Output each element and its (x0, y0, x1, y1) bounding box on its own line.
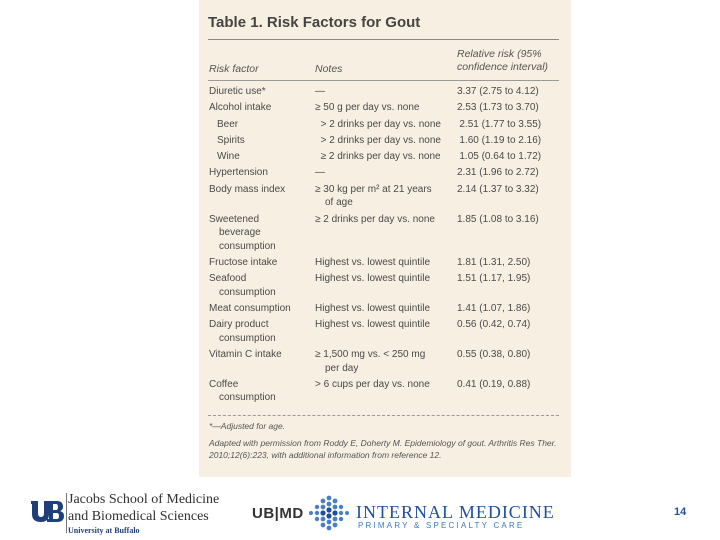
table-title: Table 1. Risk Factors for Gout (208, 14, 421, 31)
header-rule (208, 80, 559, 81)
factor-line: Seafood (209, 273, 247, 285)
table-row: Diuretic use* — 3.37 (2.75 to 4.12) (209, 85, 561, 99)
table-row: Seafood consumption Highest vs. lowest q… (209, 272, 561, 299)
risk-factor-cell: Dairy product consumption (209, 318, 315, 345)
table-row: Dairy product consumption Highest vs. lo… (209, 318, 561, 345)
logo-divider (66, 493, 67, 533)
dot-grid-logo-icon (309, 495, 349, 531)
table-panel: Table 1. Risk Factors for Gout Risk fact… (199, 0, 571, 477)
notes-cell: ≥ 50 g per day vs. none (315, 102, 420, 114)
relative-risk-cell: 1.60 (1.19 to 2.16) (459, 134, 542, 146)
risk-factor-cell: Wine (217, 151, 240, 163)
table-row: Fructose intake Highest vs. lowest quint… (209, 256, 561, 270)
table-row: Meat consumption Highest vs. lowest quin… (209, 302, 561, 316)
relative-risk-cell: 2.31 (1.96 to 2.72) (457, 167, 539, 179)
title-rule (208, 39, 559, 40)
table-row: Coffee consumption > 6 cups per day vs. … (209, 378, 561, 405)
notes-cell: Highest vs. lowest quintile (315, 302, 431, 314)
table-row: Vitamin C intake ≥ 1,500 mg vs. < 250 mg… (209, 348, 561, 375)
notes-cell: > 6 cups per day vs. none (315, 378, 430, 390)
relative-risk-cell: 0.41 (0.19, 0.88) (457, 378, 531, 390)
internal-medicine-subtitle: PRIMARY & SPECIALTY CARE (358, 521, 525, 530)
ub-logo-icon (31, 501, 64, 522)
university-name: University at Buffalo (68, 526, 140, 535)
risk-factor-cell: Seafood consumption (209, 272, 315, 299)
internal-medicine-title: INTERNAL MEDICINE (356, 502, 555, 522)
risk-factor-cell: Diuretic use* (209, 86, 266, 97)
notes-cell: ≥ 2 drinks per day vs. none (315, 213, 435, 225)
risk-factor-cell: Spirits (217, 134, 245, 146)
table-row: Spirits > 2 drinks per day vs. none 1.60… (209, 134, 561, 148)
school-name-line1: Jacobs School of Medicine (68, 492, 220, 507)
risk-factor-cell: Vitamin C intake (209, 349, 282, 361)
relative-risk-cell: 3.37 (2.75 to 4.12) (457, 86, 539, 97)
factor-line: consumption (219, 286, 276, 298)
table-row: Wine ≥ 2 drinks per day vs. none 1.05 (0… (209, 150, 561, 164)
table-body: Diuretic use* — 3.37 (2.75 to 4.12) Alco… (209, 85, 561, 408)
relative-risk-cell: 1.41 (1.07, 1.86) (457, 302, 531, 314)
notes-cell: ≥ 1,500 mg vs. < 250 mg per day (315, 348, 457, 375)
factor-line: consumption (219, 392, 276, 404)
notes-cell: — (315, 167, 325, 179)
ubmd-wordmark: UB|MD (252, 505, 304, 522)
risk-factor-cell: Sweetened beverage consumption (209, 213, 315, 254)
risk-factor-cell: Coffee consumption (209, 378, 315, 405)
factor-line: Dairy product (209, 319, 269, 331)
notes-cell: ≥ 30 kg per m² at 21 years of age (315, 183, 457, 210)
header-risk-factor: Risk factor (209, 63, 259, 75)
relative-risk-cell: 2.53 (1.73 to 3.70) (457, 102, 539, 114)
notes-cell: ≥ 2 drinks per day vs. none (320, 151, 441, 163)
risk-factor-cell: Hypertension (209, 167, 268, 179)
notes-cell: > 2 drinks per day vs. none (320, 134, 441, 146)
table-row: Alcohol intake ≥ 50 g per day vs. none 2… (209, 101, 561, 115)
risk-factor-cell: Meat consumption (209, 302, 291, 314)
risk-factor-cell: Beer (217, 118, 239, 130)
header-relative-risk: Relative risk (95% confidence interval) (457, 48, 549, 73)
notes-cell: > 2 drinks per day vs. none (320, 118, 441, 130)
risk-factor-cell: Fructose intake (209, 256, 278, 268)
relative-risk-cell: 0.55 (0.38, 0.80) (457, 349, 531, 361)
table-row: Sweetened beverage consumption ≥ 2 drink… (209, 213, 561, 254)
notes-cell: Highest vs. lowest quintile (315, 256, 431, 268)
notes-cell: — (315, 86, 325, 97)
school-name-line2: and Biomedical Sciences (68, 509, 209, 524)
table-row: Body mass index ≥ 30 kg per m² at 21 yea… (209, 183, 561, 210)
factor-line: Sweetened (209, 213, 260, 225)
relative-risk-cell: 2.51 (1.77 to 3.55) (459, 118, 542, 130)
notes-line: of age (325, 197, 353, 209)
factor-line: consumption (219, 240, 276, 252)
relative-risk-cell: 0.56 (0.42, 0.74) (457, 319, 531, 331)
notes-line: ≥ 30 kg per m² at 21 years (315, 183, 432, 195)
factor-line: Coffee (209, 378, 239, 390)
footnote-adjusted: *—Adjusted for age. (209, 421, 286, 431)
notes-line: per day (325, 362, 359, 374)
notes-cell: Highest vs. lowest quintile (315, 273, 431, 285)
header-notes: Notes (315, 63, 343, 75)
factor-line: beverage (219, 227, 261, 239)
risk-factor-cell: Body mass index (209, 183, 286, 195)
relative-risk-cell: 1.81 (1.31, 2.50) (457, 256, 531, 268)
factor-line: consumption (219, 332, 276, 344)
table-row: Hypertension — 2.31 (1.96 to 2.72) (209, 166, 561, 180)
notes-line: ≥ 1,500 mg vs. < 250 mg (315, 349, 426, 361)
footnote-source: Adapted with permission from Roddy E, Do… (209, 438, 557, 460)
relative-risk-cell: 1.05 (0.64 to 1.72) (459, 151, 542, 163)
relative-risk-cell: 2.14 (1.37 to 3.32) (457, 183, 539, 195)
table-row: Beer > 2 drinks per day vs. none 2.51 (1… (209, 118, 561, 132)
risk-factor-cell: Alcohol intake (209, 102, 272, 114)
relative-risk-cell: 1.85 (1.08 to 3.16) (457, 213, 539, 225)
footnote-rule (208, 415, 559, 416)
relative-risk-cell: 1.51 (1.17, 1.95) (457, 273, 531, 285)
notes-cell: Highest vs. lowest quintile (315, 319, 431, 331)
page-number: 14 (674, 506, 687, 518)
